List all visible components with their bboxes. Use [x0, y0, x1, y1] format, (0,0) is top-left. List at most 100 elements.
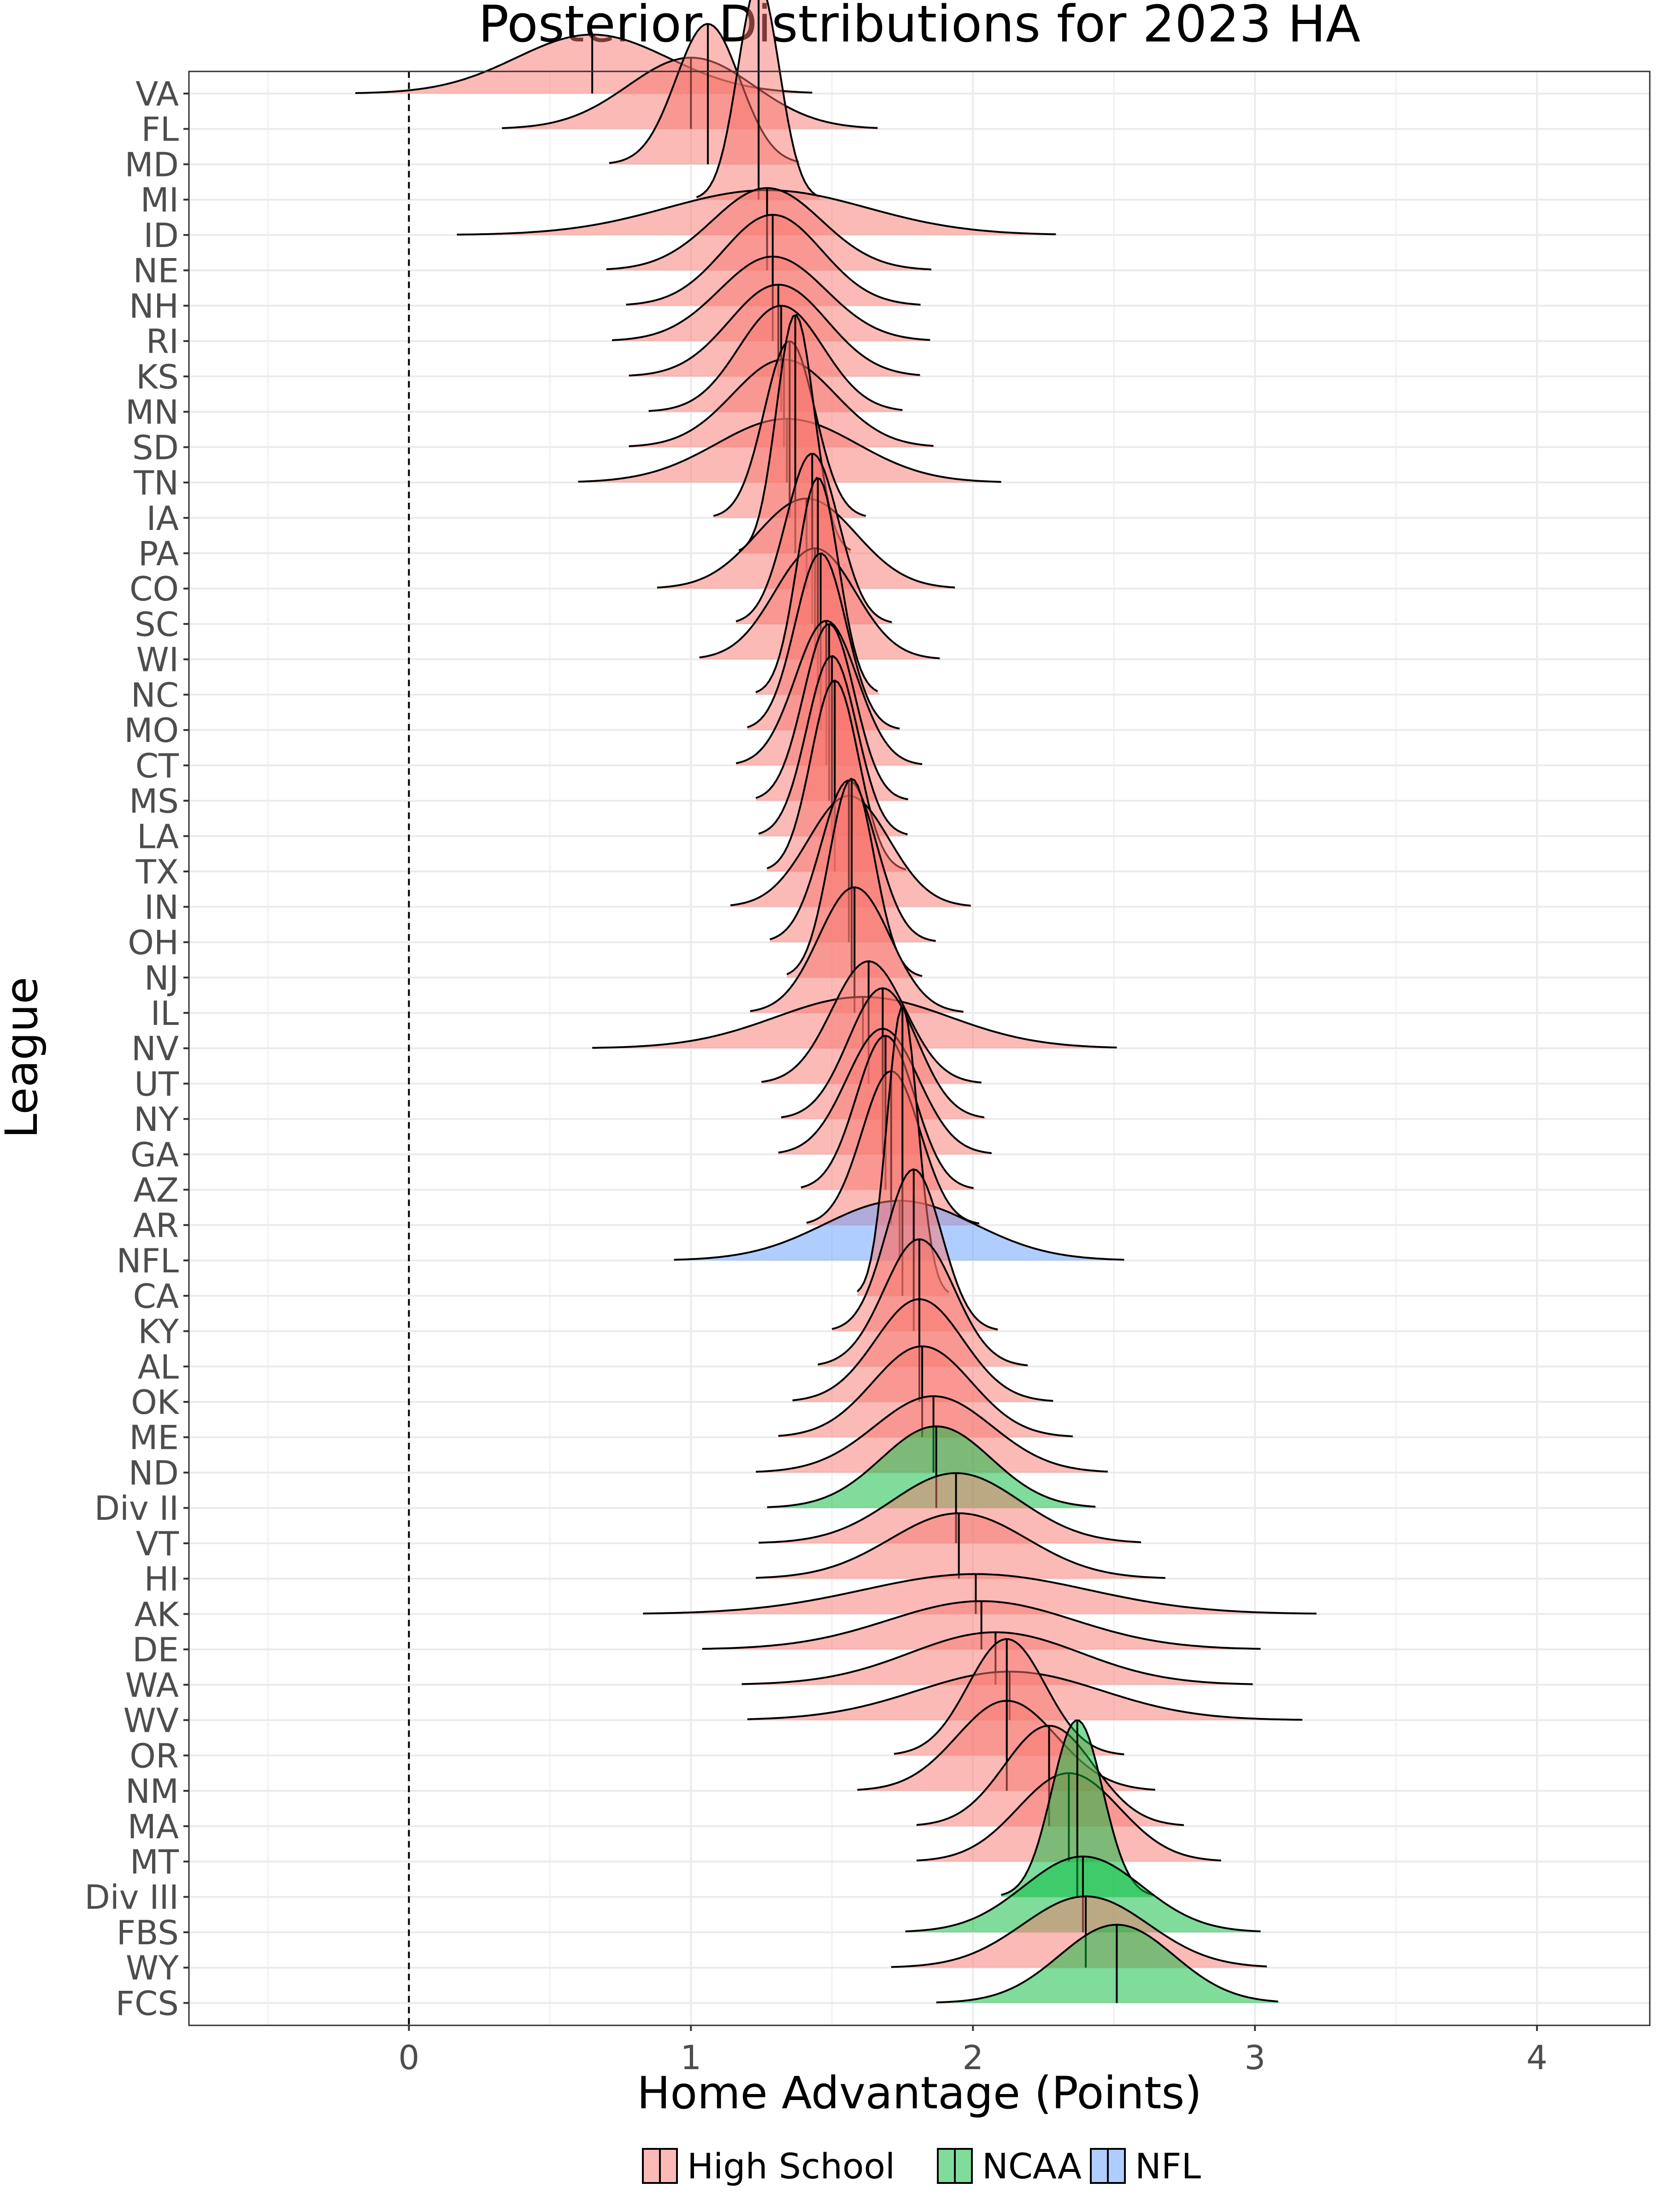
x-tick-label: 2	[962, 2038, 983, 2077]
ridge-outline	[891, 1895, 1267, 1968]
x-axis-title: Home Advantage (Points)	[637, 2067, 1202, 2119]
y-tick-label: ME	[129, 1418, 179, 1457]
y-tick-label: ID	[143, 216, 179, 255]
y-tick-label: NV	[131, 1030, 179, 1068]
ridge-outline	[755, 623, 908, 800]
ridge-fill	[756, 1513, 1168, 1579]
ridge-outline	[747, 552, 900, 730]
y-tick-label: MT	[130, 1843, 179, 1882]
ridge-outline	[761, 960, 982, 1084]
y-tick-label: IN	[144, 888, 179, 927]
ridge-outline	[741, 1631, 1253, 1685]
y-axis-title: League	[0, 977, 47, 1139]
y-tick-label: NH	[129, 287, 179, 325]
ridge-outline	[831, 1168, 998, 1330]
legend: High School NCAA NFL	[642, 2146, 1201, 2187]
y-tick-label: AK	[135, 1595, 180, 1634]
y-tick-label: WA	[125, 1666, 179, 1705]
y-tick-label: GA	[130, 1135, 179, 1174]
x-tick-label: 0	[398, 2038, 419, 2077]
y-tick-label: VA	[135, 75, 179, 113]
ridge-mi	[696, 0, 821, 200]
y-tick-label: MS	[129, 782, 179, 821]
y-tick-label: Div III	[84, 1878, 179, 1917]
ridge-outline	[792, 1298, 1053, 1402]
y-tick-label: CO	[129, 570, 179, 608]
y-tick-label: AZ	[133, 1171, 179, 1210]
ridge-outline	[916, 1724, 1184, 1826]
ridge-fill	[648, 306, 903, 412]
y-tick-label: SC	[135, 605, 179, 644]
y-tick-label: WI	[136, 641, 179, 679]
y-tick-label: TX	[135, 853, 179, 891]
legend-item-ncaa: NCAA	[937, 2146, 1082, 2187]
y-tick-label: NE	[133, 252, 179, 290]
y-tick-label: MI	[141, 181, 179, 219]
ridge-fill	[759, 1473, 1142, 1543]
y-tick-label: FBS	[117, 1913, 179, 1952]
ridge-outline	[696, 0, 819, 198]
y-tick-label: OK	[131, 1383, 180, 1422]
y-tick-label: VT	[136, 1524, 179, 1563]
y-tick-label: OR	[129, 1736, 179, 1775]
y-tick-label: KY	[138, 1312, 179, 1351]
ridge-outline	[612, 255, 930, 341]
ridge-outline	[800, 1035, 974, 1189]
y-tick-label: WY	[126, 1949, 179, 1988]
y-tick-label: DE	[132, 1630, 179, 1669]
y-tick-label: KS	[136, 358, 179, 396]
ridge-outline	[818, 1238, 1028, 1366]
ridge-outline	[778, 1028, 992, 1154]
ridge-fill	[891, 1896, 1269, 1968]
y-tick-label: AR	[133, 1206, 179, 1245]
ridge-fill	[750, 887, 965, 1013]
y-tick-label: FL	[141, 110, 179, 149]
y-tick-label: FCS	[116, 1984, 179, 2023]
y-tick-label: RI	[146, 322, 179, 361]
ridge-outline	[936, 1924, 1278, 2004]
y-tick-label: IL	[151, 994, 179, 1033]
legend-label: NFL	[1135, 2146, 1201, 2187]
ridge-outline	[648, 305, 903, 412]
y-tick-label: NM	[125, 1772, 179, 1811]
y-tick-label: NC	[131, 676, 179, 714]
y-tick-label: CT	[135, 747, 179, 785]
y-tick-label: MD	[124, 145, 179, 184]
ridge-outline	[735, 453, 892, 624]
y-tick-label: NY	[134, 1100, 179, 1139]
ridge-fill	[916, 1725, 1185, 1826]
ridge-fill	[778, 1346, 1075, 1437]
y-tick-label: LA	[137, 817, 179, 856]
ridge-outline	[755, 1395, 1108, 1473]
y-tick-label: TN	[133, 464, 179, 502]
y-tick-label: AL	[138, 1347, 179, 1386]
ridge-fill	[894, 1639, 1125, 1756]
y-tick-label: Div II	[94, 1489, 179, 1528]
y-tick-label: IA	[147, 499, 179, 538]
y-tick-label: UT	[134, 1065, 179, 1103]
ridge-hi	[756, 1512, 1168, 1579]
legend-item-nfl: NFL	[1090, 2146, 1201, 2187]
y-tick-label: CA	[133, 1277, 179, 1316]
y-tick-label: MO	[124, 711, 179, 750]
ridge-outline	[758, 655, 908, 835]
y-tick-label: NFL	[117, 1241, 179, 1280]
y-tick-label: OH	[128, 924, 179, 962]
ridge-outline	[629, 283, 920, 377]
x-tick-label: 3	[1244, 2038, 1265, 2077]
x-tick-label: 4	[1526, 2038, 1547, 2077]
y-tick-label: PA	[138, 534, 179, 573]
y-tick-label: ND	[129, 1453, 179, 1492]
plot-area: VAFLMDMIIDNENHRIKSMNSDTNIAPACOSCWINCMOCT…	[84, 0, 1651, 2077]
ridge-outline	[755, 477, 878, 694]
legend-label: High School	[687, 2146, 895, 2187]
ridge-outline	[756, 1512, 1165, 1579]
legend-item-high-school: High School	[642, 2146, 895, 2187]
y-tick-label: HI	[144, 1560, 179, 1599]
ridge-fcs	[936, 1924, 1281, 2004]
ridge-outline	[735, 620, 923, 765]
ridge-outline	[750, 886, 964, 1013]
y-tick-label: NJ	[144, 959, 179, 997]
ridge-outline	[759, 1472, 1141, 1544]
